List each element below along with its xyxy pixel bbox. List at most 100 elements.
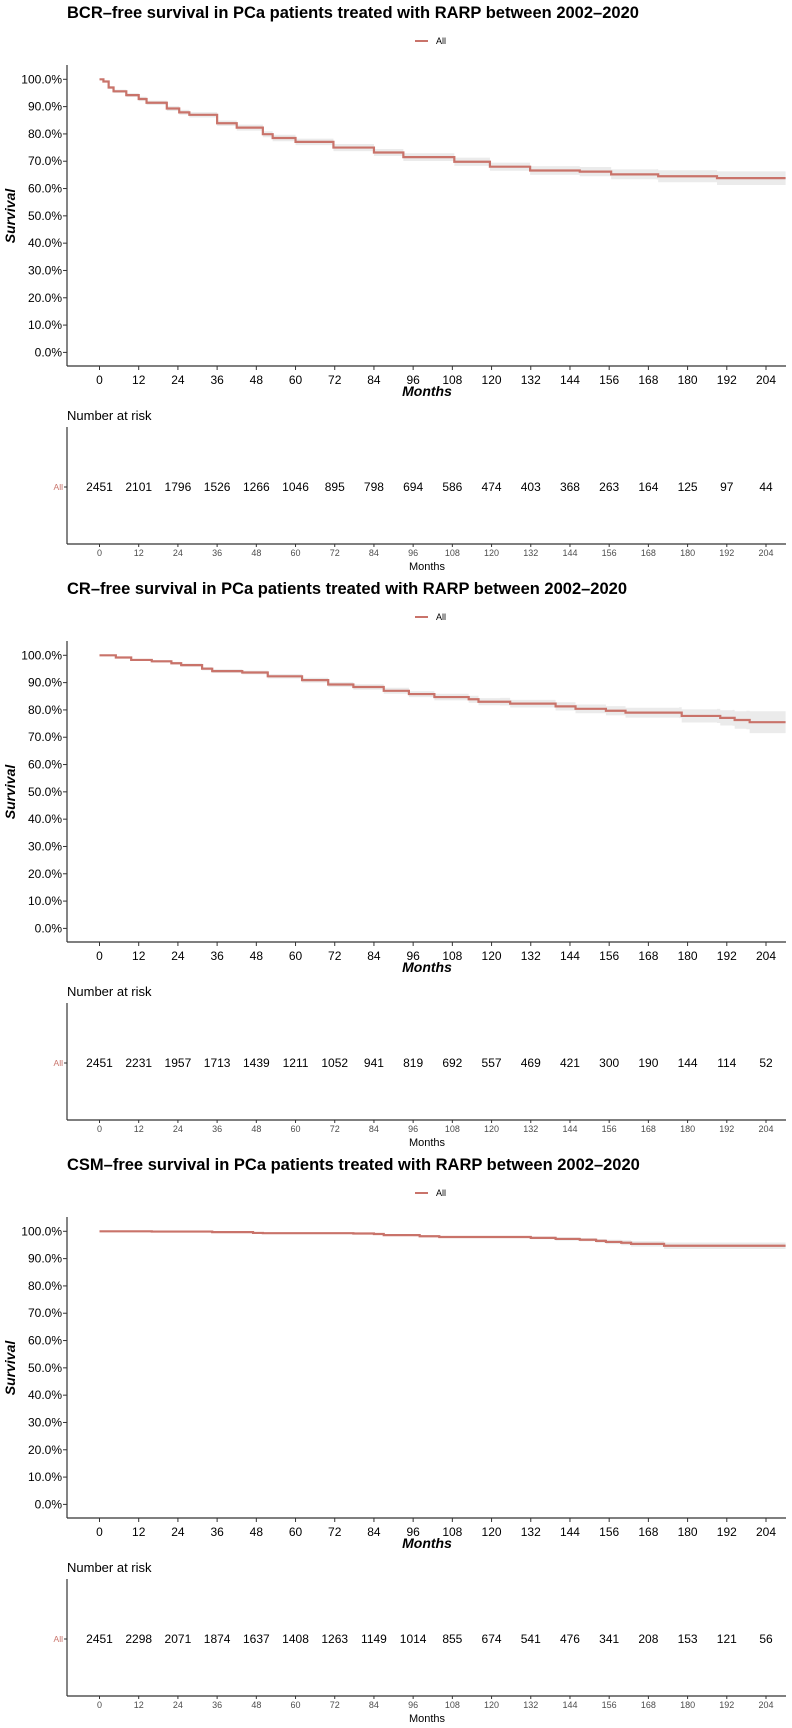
risk-x-tick-label: 60	[291, 1700, 301, 1710]
risk-value: 1211	[283, 1056, 309, 1070]
risk-x-tick-label: 48	[251, 548, 261, 558]
y-tick-label: 20.0%	[28, 1443, 62, 1457]
risk-x-tick-label: 12	[134, 1700, 144, 1710]
legend-label: All	[436, 1188, 446, 1198]
y-tick-label: 0.0%	[35, 345, 63, 359]
risk-value: 114	[717, 1056, 736, 1070]
risk-x-tick-label: 108	[445, 1124, 460, 1134]
risk-value: 403	[521, 480, 541, 494]
x-tick-label: 12	[132, 1525, 146, 1539]
y-tick-label: 20.0%	[28, 867, 62, 881]
risk-value: 895	[325, 480, 345, 494]
risk-group-label: All	[54, 482, 64, 492]
risk-value: 469	[521, 1056, 541, 1070]
y-tick-label: 10.0%	[28, 318, 62, 332]
risk-value: 1149	[361, 1632, 387, 1646]
x-tick-label: 72	[328, 949, 342, 963]
risk-x-tick-label: 168	[641, 1124, 656, 1134]
y-axis-title: Survival	[2, 188, 18, 244]
x-tick-label: 48	[250, 1525, 264, 1539]
risk-value: 694	[403, 480, 423, 494]
risk-value: 121	[717, 1632, 737, 1646]
risk-x-tick-label: 96	[408, 1700, 418, 1710]
x-tick-label: 96	[406, 373, 420, 387]
y-tick-label: 30.0%	[28, 263, 62, 277]
risk-value: 341	[599, 1632, 619, 1646]
legend: All	[415, 36, 446, 46]
risk-x-tick-label: 204	[758, 1124, 773, 1134]
x-tick-label: 84	[367, 949, 381, 963]
risk-x-axis-title: Months	[409, 1713, 446, 1725]
risk-value: 541	[521, 1632, 541, 1646]
y-tick-label: 80.0%	[28, 1279, 62, 1293]
risk-value: 1266	[243, 480, 270, 494]
x-tick-label: 204	[756, 373, 776, 387]
risk-value: 421	[560, 1056, 580, 1070]
survival-line-all	[99, 1230, 786, 1247]
risk-value: 164	[638, 480, 658, 494]
x-tick-label: 108	[442, 373, 462, 387]
y-tick-label: 50.0%	[28, 1361, 62, 1375]
x-tick-label: 24	[171, 373, 185, 387]
x-tick-label: 168	[638, 373, 658, 387]
risk-value: 97	[720, 480, 734, 494]
x-tick-label: 84	[367, 373, 381, 387]
risk-value: 1957	[165, 1056, 192, 1070]
risk-value: 557	[482, 1056, 502, 1070]
x-axis-title: Months	[402, 383, 452, 399]
risk-value: 368	[560, 480, 580, 494]
x-tick-label: 0	[96, 373, 103, 387]
x-tick-label: 96	[406, 1525, 420, 1539]
risk-x-tick-label: 120	[484, 548, 499, 558]
x-tick-label: 144	[560, 949, 580, 963]
risk-value: 586	[442, 480, 462, 494]
risk-value: 1796	[165, 480, 192, 494]
x-tick-label: 36	[210, 1525, 224, 1539]
risk-value: 52	[759, 1056, 773, 1070]
risk-x-tick-label: 192	[719, 1700, 734, 1710]
y-tick-label: 0.0%	[35, 1497, 63, 1511]
risk-value: 125	[678, 480, 698, 494]
x-tick-label: 84	[367, 1525, 381, 1539]
x-tick-label: 60	[289, 373, 303, 387]
risk-value: 1439	[243, 1056, 270, 1070]
x-tick-label: 0	[96, 1525, 103, 1539]
y-tick-label: 20.0%	[28, 291, 62, 305]
legend-label: All	[436, 36, 446, 46]
risk-x-tick-label: 156	[602, 1124, 617, 1134]
risk-value: 2101	[125, 480, 152, 494]
x-tick-label: 144	[560, 1525, 580, 1539]
legend: All	[415, 612, 446, 622]
risk-x-tick-label: 180	[680, 548, 695, 558]
y-tick-label: 50.0%	[28, 209, 62, 223]
x-tick-label: 24	[171, 949, 185, 963]
risk-x-tick-label: 0	[97, 548, 102, 558]
risk-x-tick-label: 144	[562, 1124, 577, 1134]
x-tick-label: 204	[756, 1525, 776, 1539]
y-tick-label: 100.0%	[21, 72, 62, 86]
y-tick-label: 10.0%	[28, 894, 62, 908]
risk-value: 2451	[86, 1632, 113, 1646]
chart-title: CSM–free survival in PCa patients treate…	[67, 1156, 640, 1174]
risk-x-tick-label: 72	[330, 1124, 340, 1134]
survival-line-all	[99, 78, 786, 180]
risk-x-tick-label: 144	[562, 1700, 577, 1710]
risk-x-tick-label: 180	[680, 1124, 695, 1134]
x-tick-label: 108	[442, 1525, 462, 1539]
x-tick-label: 36	[210, 373, 224, 387]
x-tick-label: 12	[132, 373, 146, 387]
risk-x-tick-label: 132	[523, 548, 538, 558]
survival-line-all	[99, 654, 786, 724]
x-tick-label: 108	[442, 949, 462, 963]
legend: All	[415, 1188, 446, 1198]
risk-x-tick-label: 72	[330, 1700, 340, 1710]
risk-value: 1408	[282, 1632, 309, 1646]
y-tick-label: 30.0%	[28, 1415, 62, 1429]
risk-value: 476	[560, 1632, 580, 1646]
risk-x-tick-label: 0	[97, 1124, 102, 1134]
survival-panel: BCR–free survival in PCa patients treate…	[2, 4, 786, 573]
risk-value: 798	[364, 480, 384, 494]
x-tick-label: 60	[289, 1525, 303, 1539]
legend-label: All	[436, 612, 446, 622]
